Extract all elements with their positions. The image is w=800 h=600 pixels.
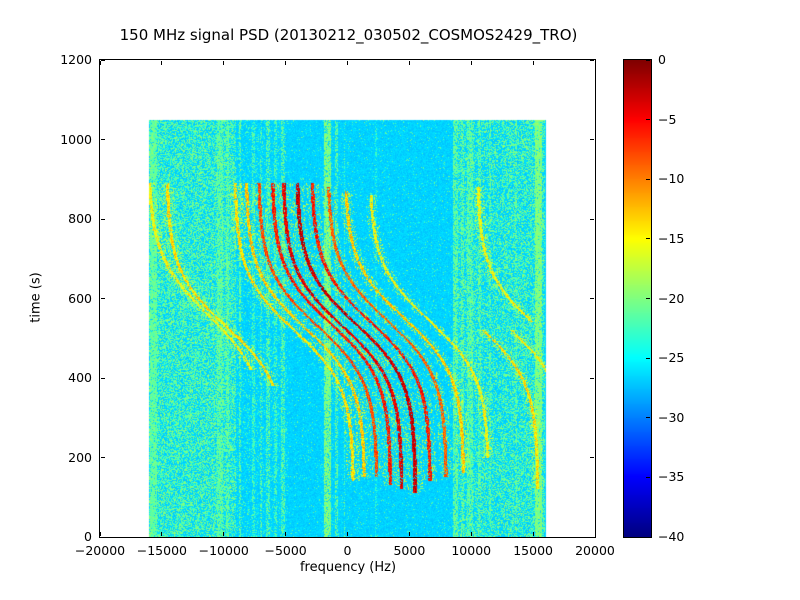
chart-title: 150 MHz signal PSD (20130212_030502_COSM… xyxy=(119,26,578,44)
x-axis-label: frequency (Hz) xyxy=(299,560,397,575)
tick-mark xyxy=(408,532,410,536)
tick-mark xyxy=(594,532,596,536)
x-tick-label: −10000 xyxy=(198,543,249,558)
tick-mark xyxy=(99,532,101,536)
y-tick-label: 400 xyxy=(68,370,92,385)
y-tick-label: 800 xyxy=(68,211,92,226)
tick-mark xyxy=(646,238,650,240)
colorbar-tick-label: −5 xyxy=(658,111,677,127)
tick-mark xyxy=(285,61,287,65)
colorbar-tick-label: −40 xyxy=(658,529,685,544)
tick-mark xyxy=(590,218,594,220)
x-tick-label: 0 xyxy=(343,543,352,558)
tick-mark xyxy=(590,536,594,538)
x-tick-label: 10000 xyxy=(451,543,492,558)
x-tick-label: 5000 xyxy=(393,543,426,558)
tick-mark xyxy=(101,218,105,220)
tick-mark xyxy=(646,476,650,478)
tick-mark xyxy=(590,59,594,61)
tick-mark xyxy=(590,377,594,379)
y-tick-label: 600 xyxy=(68,290,92,306)
tick-mark xyxy=(101,536,105,538)
y-tick-label: 1200 xyxy=(60,52,92,67)
y-tick-label: 1000 xyxy=(60,131,92,147)
tick-mark xyxy=(101,457,105,458)
tick-mark xyxy=(101,59,105,61)
tick-mark xyxy=(532,61,534,65)
x-tick-label: 20000 xyxy=(575,543,615,558)
y-tick-label: 0 xyxy=(84,529,92,544)
tick-mark xyxy=(646,417,650,419)
tick-mark xyxy=(99,61,101,65)
tick-mark xyxy=(590,139,594,140)
colorbar-tick-label: −30 xyxy=(658,409,685,425)
tick-mark xyxy=(101,377,105,379)
x-tick-label: −5000 xyxy=(264,543,307,558)
colorbar-tick-label: −15 xyxy=(658,230,685,246)
tick-mark xyxy=(161,532,163,536)
tick-mark xyxy=(101,139,105,140)
x-tick-label: −20000 xyxy=(74,543,126,558)
x-tick-label: −15000 xyxy=(136,543,187,558)
tick-mark xyxy=(646,298,650,299)
tick-mark xyxy=(470,61,472,65)
tick-mark xyxy=(347,532,348,536)
tick-mark xyxy=(590,298,594,299)
tick-mark xyxy=(101,298,105,299)
tick-mark xyxy=(646,119,650,121)
colorbar-tick-label: 0 xyxy=(658,52,666,67)
tick-mark xyxy=(646,536,650,538)
tick-mark xyxy=(223,532,225,536)
tick-mark xyxy=(594,61,596,65)
x-tick-label: 15000 xyxy=(513,543,553,558)
tick-mark xyxy=(161,61,163,65)
tick-mark xyxy=(223,61,225,65)
colorbar-tick-label: −25 xyxy=(658,350,685,366)
tick-mark xyxy=(532,532,534,536)
tick-mark xyxy=(470,532,472,536)
colorbar-tick-label: −10 xyxy=(658,171,685,187)
spectrogram-heatmap xyxy=(100,60,595,537)
colorbar-tick-label: −20 xyxy=(658,290,685,306)
tick-mark xyxy=(285,532,287,536)
tick-mark xyxy=(590,457,594,458)
tick-mark xyxy=(646,178,650,180)
tick-mark xyxy=(347,61,348,65)
tick-mark xyxy=(408,61,410,65)
y-tick-label: 200 xyxy=(68,449,92,465)
tick-mark xyxy=(646,59,650,61)
colorbar-tick-label: −35 xyxy=(658,469,685,485)
tick-mark xyxy=(646,357,650,359)
